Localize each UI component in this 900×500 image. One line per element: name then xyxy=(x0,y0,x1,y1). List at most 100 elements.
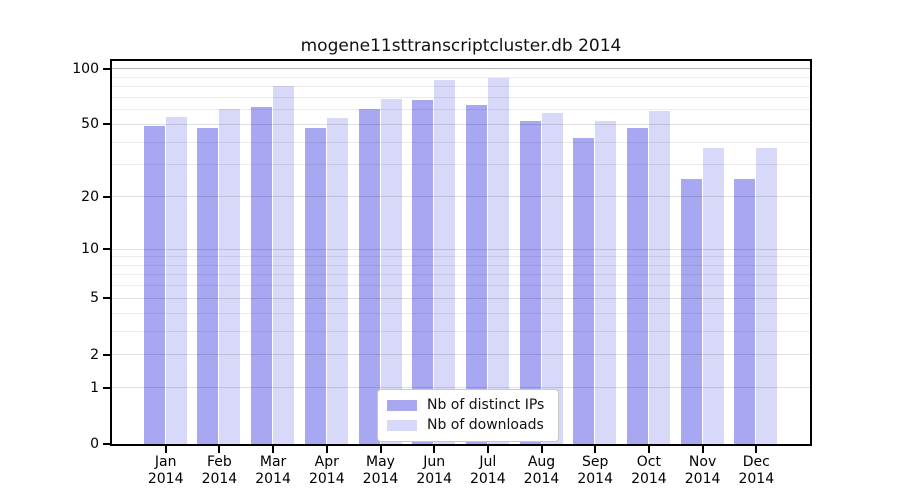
x-tick-month: Mar xyxy=(259,454,287,470)
bars-layer xyxy=(112,61,810,444)
x-tick-aug xyxy=(540,446,543,453)
x-tick-month: Feb xyxy=(206,454,232,470)
bar-downloads-feb xyxy=(219,108,241,444)
x-tick-month: Jan xyxy=(154,454,177,470)
gridline-70 xyxy=(112,96,810,98)
plot-area: Nb of distinct IPs Nb of downloads xyxy=(110,59,812,446)
x-tick-label-sep: Sep 2014 xyxy=(565,454,625,488)
x-tick-may xyxy=(379,446,382,453)
x-tick-month: Oct xyxy=(636,454,661,470)
x-tick-month: Jun xyxy=(423,454,446,470)
legend-swatch-downloads-icon xyxy=(387,419,417,431)
gridline-80 xyxy=(112,86,810,88)
bar-downloads-apr xyxy=(326,118,348,444)
x-tick-year: 2014 xyxy=(201,471,238,487)
x-tick-label-aug: Aug 2014 xyxy=(512,454,572,488)
x-tick-year: 2014 xyxy=(308,471,345,487)
x-tick-label-apr: Apr 2014 xyxy=(297,454,357,488)
bar-ips-aug xyxy=(519,121,541,444)
gridline-9 xyxy=(112,256,810,258)
gridline-3 xyxy=(112,330,810,332)
bar-downloads-oct xyxy=(648,111,670,444)
bar-ips-jan xyxy=(143,126,165,444)
y-tick-label-20: 20 xyxy=(81,188,99,205)
gridline-10 xyxy=(112,248,810,250)
gridline-8 xyxy=(112,264,810,266)
y-tick-label-0: 0 xyxy=(90,436,99,452)
bar-ips-nov xyxy=(680,179,702,444)
bar-downloads-dec xyxy=(756,148,778,444)
x-tick-year: 2014 xyxy=(147,471,184,487)
bar-downloads-mar xyxy=(273,85,295,444)
x-tick-label-jul: Jul 2014 xyxy=(458,454,518,488)
x-tick-jan xyxy=(164,446,167,453)
x-tick-year: 2014 xyxy=(362,471,399,487)
x-tick-label-dec: Dec 2014 xyxy=(726,454,786,488)
x-tick-label-mar: Mar 2014 xyxy=(243,454,303,488)
y-tick-label-100: 100 xyxy=(72,60,99,77)
gridline-2 xyxy=(112,354,810,356)
gridline-6 xyxy=(112,285,810,287)
x-tick-year: 2014 xyxy=(469,471,506,487)
y-tick-0 xyxy=(103,443,111,445)
x-tick-year: 2014 xyxy=(631,471,667,487)
y-tick-100 xyxy=(103,67,111,70)
x-tick-label-oct: Oct 2014 xyxy=(619,454,679,488)
y-tick-label-50: 50 xyxy=(81,116,99,133)
y-tick-20 xyxy=(103,195,111,198)
y-tick-5 xyxy=(103,297,111,300)
grid-layer xyxy=(112,61,810,444)
bar-downloads-jun xyxy=(434,80,456,444)
gridline-90 xyxy=(112,76,810,78)
gridline-7 xyxy=(112,274,810,276)
y-tick-50 xyxy=(103,123,111,126)
x-tick-month: Nov xyxy=(688,454,717,470)
legend-label-downloads: Nb of downloads xyxy=(427,417,544,433)
y-tick-1 xyxy=(103,386,111,389)
x-tick-month: Jul xyxy=(479,454,497,470)
x-tick-jul xyxy=(486,446,489,453)
x-tick-month: May xyxy=(366,454,395,470)
bar-downloads-may xyxy=(380,98,402,444)
x-tick-label-nov: Nov 2014 xyxy=(673,454,733,488)
bar-ips-feb xyxy=(197,127,219,444)
bar-ips-apr xyxy=(304,127,326,444)
gridline-60 xyxy=(112,109,810,111)
bar-downloads-aug xyxy=(541,112,563,444)
chart-title: mogene11sttranscriptcluster.db 2014 xyxy=(300,36,622,56)
bar-ips-jun xyxy=(412,99,434,444)
x-tick-label-jan: Jan 2014 xyxy=(136,454,196,488)
x-tick-year: 2014 xyxy=(523,471,560,487)
gridline-5 xyxy=(112,297,810,299)
x-tick-nov xyxy=(701,446,704,453)
legend-item-downloads: Nb of downloads xyxy=(387,417,544,433)
x-tick-year: 2014 xyxy=(738,471,775,487)
x-tick-dec xyxy=(755,446,758,453)
legend-item-ips: Nb of distinct IPs xyxy=(387,397,544,413)
bar-ips-mar xyxy=(251,107,273,444)
x-tick-year: 2014 xyxy=(684,471,721,487)
y-tick-2 xyxy=(103,353,111,356)
x-tick-apr xyxy=(325,446,328,453)
x-tick-feb xyxy=(218,446,221,453)
x-tick-jun xyxy=(433,446,436,453)
gridline-40 xyxy=(112,141,810,143)
y-tick-label-5: 5 xyxy=(90,290,99,307)
legend-label-ips: Nb of distinct IPs xyxy=(427,397,545,413)
bar-ips-jul xyxy=(465,104,487,444)
legend: Nb of distinct IPs Nb of downloads xyxy=(377,389,560,442)
gridline-50 xyxy=(112,123,810,125)
x-tick-year: 2014 xyxy=(416,471,452,487)
bar-ips-sep xyxy=(573,138,595,444)
x-tick-oct xyxy=(647,446,650,453)
bar-ips-dec xyxy=(734,179,756,444)
x-tick-label-jun: Jun 2014 xyxy=(404,454,464,488)
y-tick-10 xyxy=(103,248,111,251)
x-tick-month: Dec xyxy=(742,454,770,470)
x-tick-label-may: May 2014 xyxy=(351,454,411,488)
y-tick-label-1: 1 xyxy=(90,379,99,396)
bar-downloads-nov xyxy=(702,148,724,444)
bar-downloads-jan xyxy=(165,116,187,444)
x-tick-mar xyxy=(272,446,275,453)
x-tick-year: 2014 xyxy=(577,471,613,487)
